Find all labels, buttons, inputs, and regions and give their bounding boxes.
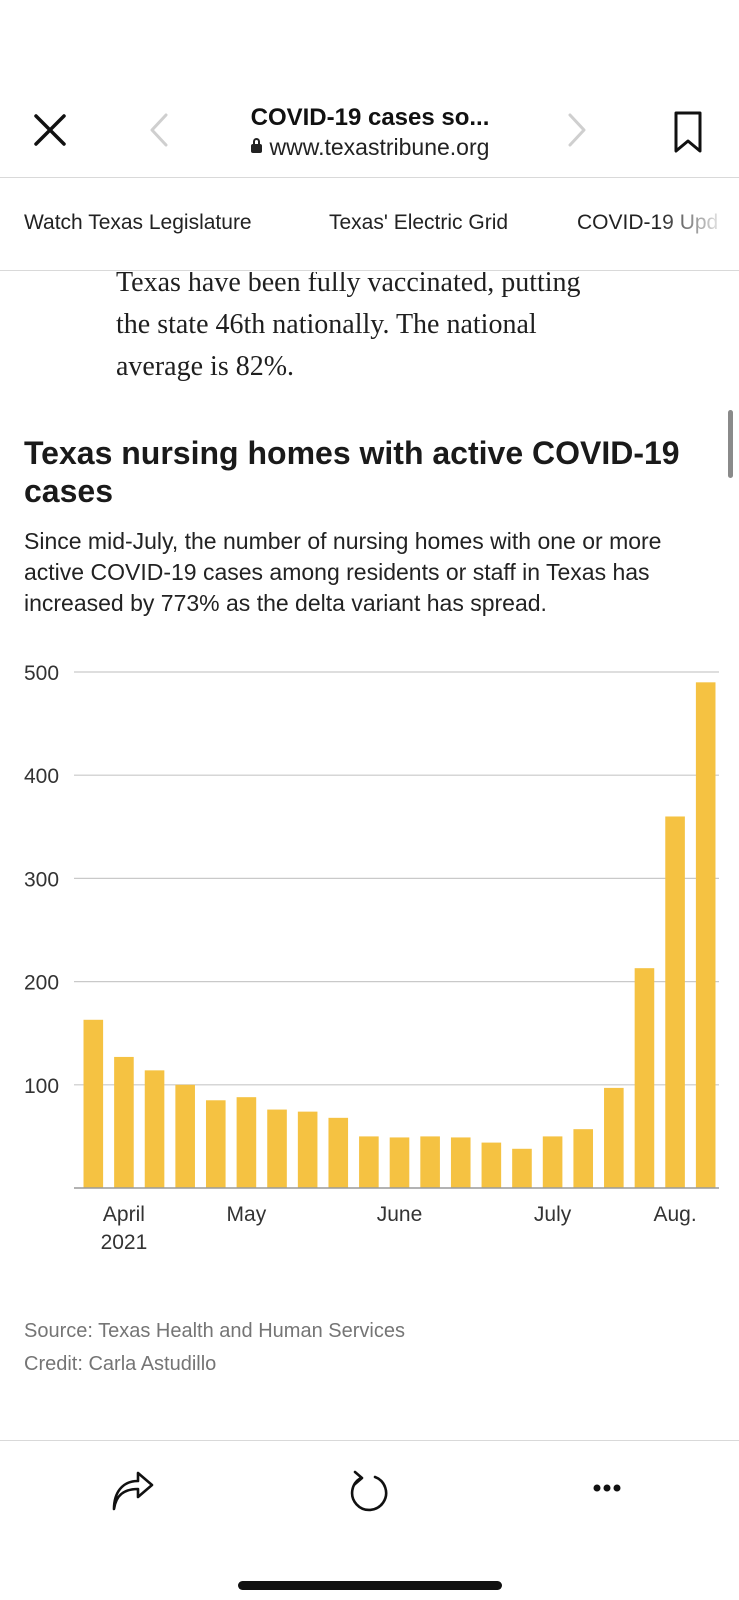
bar bbox=[359, 1136, 379, 1188]
bar bbox=[634, 968, 655, 1188]
bar bbox=[389, 1137, 410, 1188]
browser-header: COVID-19 cases so... www.texastribune.or… bbox=[0, 0, 739, 178]
bar bbox=[267, 1109, 287, 1188]
page-url: www.texastribune.org bbox=[180, 134, 560, 161]
home-indicator bbox=[238, 1581, 502, 1590]
more-button[interactable] bbox=[585, 1469, 633, 1515]
nav-item-legislature[interactable]: Watch Texas Legislature bbox=[24, 211, 252, 234]
back-button[interactable] bbox=[144, 110, 174, 150]
bar bbox=[328, 1117, 349, 1188]
x-tick-label: May bbox=[227, 1203, 267, 1226]
bar bbox=[573, 1129, 594, 1188]
bookmark-button[interactable] bbox=[668, 110, 708, 154]
y-tick-label: 400 bbox=[24, 765, 59, 788]
chart-subtitle: Since mid-July, the number of nursing ho… bbox=[24, 528, 662, 616]
bar bbox=[175, 1084, 195, 1188]
chevron-right-icon bbox=[568, 113, 586, 147]
bar bbox=[604, 1087, 624, 1188]
x-tick-label: Aug. bbox=[653, 1203, 696, 1226]
lock-icon bbox=[250, 138, 262, 153]
forward-button[interactable] bbox=[562, 110, 592, 150]
bar bbox=[144, 1070, 165, 1188]
reload-icon bbox=[350, 1470, 388, 1512]
scroll-indicator[interactable] bbox=[728, 410, 733, 478]
bottom-toolbar bbox=[0, 1440, 739, 1600]
y-tick-label: 500 bbox=[24, 662, 59, 685]
close-button[interactable] bbox=[28, 108, 72, 152]
bar bbox=[297, 1111, 318, 1188]
close-icon bbox=[34, 114, 66, 146]
y-tick-label: 200 bbox=[24, 972, 59, 995]
nav-item-electric-grid[interactable]: Texas' Electric Grid bbox=[329, 211, 509, 234]
bookmark-icon bbox=[674, 111, 702, 153]
y-tick-label: 300 bbox=[24, 868, 59, 891]
bar bbox=[542, 1136, 563, 1188]
more-icon bbox=[593, 1484, 621, 1492]
paragraph-line: the state 46th nationally. The national bbox=[116, 309, 537, 340]
share-icon bbox=[112, 1471, 154, 1511]
x-tick-sublabel: 2021 bbox=[101, 1231, 148, 1254]
nav-fade bbox=[659, 179, 739, 270]
y-tick-label: 100 bbox=[24, 1075, 59, 1098]
bar bbox=[481, 1142, 502, 1188]
bar bbox=[114, 1056, 134, 1188]
bar bbox=[512, 1148, 532, 1188]
page-title: COVID-19 cases so... bbox=[250, 104, 490, 131]
bar bbox=[695, 682, 716, 1188]
section-nav: Watch Texas Legislature Texas' Electric … bbox=[0, 179, 739, 271]
chart-source: Source: Texas Health and Human Services bbox=[24, 1320, 405, 1342]
paragraph-line: Texas have been fully vaccinated, puttin… bbox=[116, 272, 581, 298]
bar bbox=[665, 816, 685, 1188]
chart-title: Texas nursing homes with active COVID-19… bbox=[24, 435, 680, 509]
reload-button[interactable] bbox=[344, 1469, 392, 1515]
article-paragraph: Texas have been fully vaccinated, puttin… bbox=[116, 272, 676, 388]
x-tick-label: July bbox=[534, 1203, 572, 1226]
url-text: www.texastribune.org bbox=[269, 134, 490, 160]
paragraph-line: average is 82%. bbox=[116, 351, 295, 382]
bar bbox=[420, 1136, 440, 1188]
x-tick-label: April bbox=[103, 1203, 145, 1226]
chart-credit: Credit: Carla Astudillo bbox=[24, 1353, 217, 1375]
bar bbox=[205, 1100, 226, 1188]
share-button[interactable] bbox=[108, 1469, 156, 1515]
bar bbox=[83, 1019, 104, 1188]
bar bbox=[450, 1137, 471, 1188]
x-tick-label: June bbox=[377, 1203, 423, 1226]
chevron-left-icon bbox=[150, 113, 168, 147]
bar-chart: 100 200 300 400 500 April 2021 May June July Aug. bbox=[24, 662, 719, 1254]
article-content: Texas have been fully vaccinated, puttin… bbox=[0, 272, 739, 1440]
bar bbox=[236, 1097, 257, 1188]
